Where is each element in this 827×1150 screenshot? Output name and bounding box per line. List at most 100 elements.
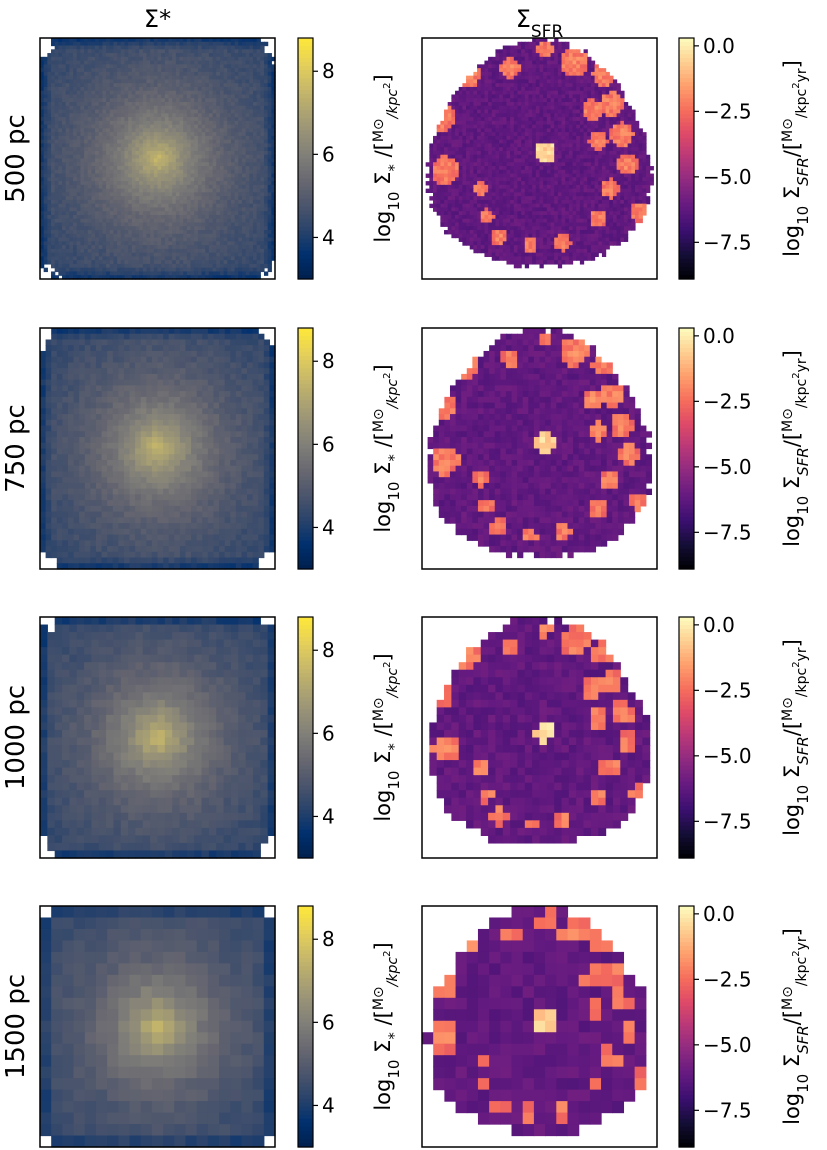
heatmap-cell — [172, 218, 177, 224]
heatmap-cell — [73, 230, 78, 235]
colorbar-segment — [298, 246, 313, 252]
heatmap-cell — [117, 105, 122, 111]
heatmap-cell — [612, 79, 618, 84]
heatmap-cell — [106, 135, 111, 141]
heatmap-cell — [238, 150, 243, 156]
heatmap-cell — [252, 143, 258, 148]
heatmap-cell — [565, 60, 570, 65]
heatmap-cell — [256, 248, 261, 254]
heatmap-cell — [491, 120, 497, 126]
heatmap-cell — [139, 162, 144, 167]
heatmap-cell — [183, 90, 188, 96]
heatmap-cell — [616, 102, 621, 107]
heatmap-cell — [183, 143, 188, 148]
heatmap-cell — [80, 109, 85, 114]
heatmap-cell — [205, 207, 210, 212]
heatmap-cell — [131, 218, 137, 224]
heatmap-cell — [502, 98, 508, 103]
heatmap-cell — [65, 117, 70, 122]
heatmap-cell — [109, 256, 115, 261]
heatmap-cell — [543, 83, 548, 88]
heatmap-cell — [139, 120, 144, 126]
heatmap-cell — [54, 222, 59, 227]
heatmap-cell — [594, 86, 599, 92]
heatmap-cell — [109, 86, 115, 92]
heatmap-cell — [598, 90, 603, 96]
heatmap-cell — [238, 56, 243, 62]
heatmap-cell — [62, 49, 67, 54]
heatmap-cell — [223, 203, 228, 209]
heatmap-cell — [208, 196, 214, 201]
heatmap-cell — [249, 267, 254, 273]
heatmap-cell — [179, 71, 184, 77]
heatmap-cell — [164, 237, 170, 242]
heatmap-cell — [194, 226, 199, 231]
heatmap-cell — [267, 64, 272, 69]
heatmap-cell — [205, 173, 210, 178]
heatmap-cell — [106, 214, 111, 220]
heatmap-cell — [106, 45, 111, 50]
heatmap-cell — [117, 162, 122, 167]
heatmap-cell — [95, 203, 100, 209]
heatmap-cell — [510, 102, 515, 107]
heatmap-cell — [54, 139, 59, 145]
heatmap-cell — [201, 230, 206, 235]
heatmap-cell — [201, 90, 206, 96]
heatmap-cell — [179, 75, 184, 81]
heatmap-cell — [223, 128, 228, 133]
heatmap-cell — [51, 248, 56, 254]
heatmap-cell — [234, 45, 239, 50]
heatmap-cell — [73, 128, 78, 133]
heatmap-cell — [267, 267, 272, 273]
heatmap-cell — [98, 154, 104, 160]
heatmap-cell — [271, 237, 276, 242]
heatmap-cell — [557, 53, 563, 58]
heatmap-cell — [219, 86, 225, 92]
heatmap-cell — [124, 64, 129, 69]
heatmap-cell — [40, 150, 45, 156]
heatmap-cell — [245, 166, 250, 171]
heatmap-cell — [609, 83, 614, 88]
heatmap-cell — [616, 113, 621, 118]
heatmap-cell — [175, 132, 181, 137]
heatmap-cell — [256, 158, 261, 163]
heatmap-cell — [58, 169, 63, 175]
heatmap-cell — [150, 203, 155, 209]
heatmap-cell — [524, 45, 530, 50]
heatmap-cell — [164, 49, 170, 54]
heatmap-cell — [616, 90, 621, 96]
heatmap-cell — [76, 203, 81, 209]
heatmap-cell — [205, 135, 210, 141]
heatmap-cell — [161, 169, 166, 175]
heatmap-cell — [98, 113, 104, 118]
heatmap-cell — [230, 41, 236, 47]
heatmap-cell — [73, 192, 78, 197]
heatmap-cell — [98, 56, 104, 62]
heatmap-cell — [84, 83, 89, 88]
heatmap-cell — [554, 41, 559, 47]
heatmap-cell — [54, 86, 59, 92]
heatmap-cell — [252, 38, 258, 43]
heatmap-cell — [102, 128, 107, 133]
heatmap-cell — [539, 41, 544, 47]
heatmap-cell — [532, 79, 537, 84]
heatmap-cell — [113, 53, 118, 58]
heatmap-cell — [128, 102, 133, 107]
heatmap-cell — [128, 71, 133, 77]
heatmap-cell — [153, 162, 159, 167]
heatmap-cell — [142, 139, 148, 145]
heatmap-cell — [561, 94, 566, 99]
heatmap-cell — [73, 173, 78, 178]
heatmap-cell — [69, 120, 74, 126]
heatmap-cell — [230, 90, 236, 96]
heatmap-cell — [572, 64, 577, 69]
heatmap-cell — [87, 233, 92, 239]
heatmap-cell — [120, 90, 126, 96]
heatmap-cell — [477, 102, 482, 107]
heatmap-cell — [62, 263, 67, 269]
heatmap-cell — [135, 117, 140, 122]
heatmap-cell — [267, 98, 272, 103]
heatmap-cell — [146, 56, 151, 62]
heatmap-cell — [106, 267, 111, 273]
heatmap-cell — [219, 260, 225, 265]
